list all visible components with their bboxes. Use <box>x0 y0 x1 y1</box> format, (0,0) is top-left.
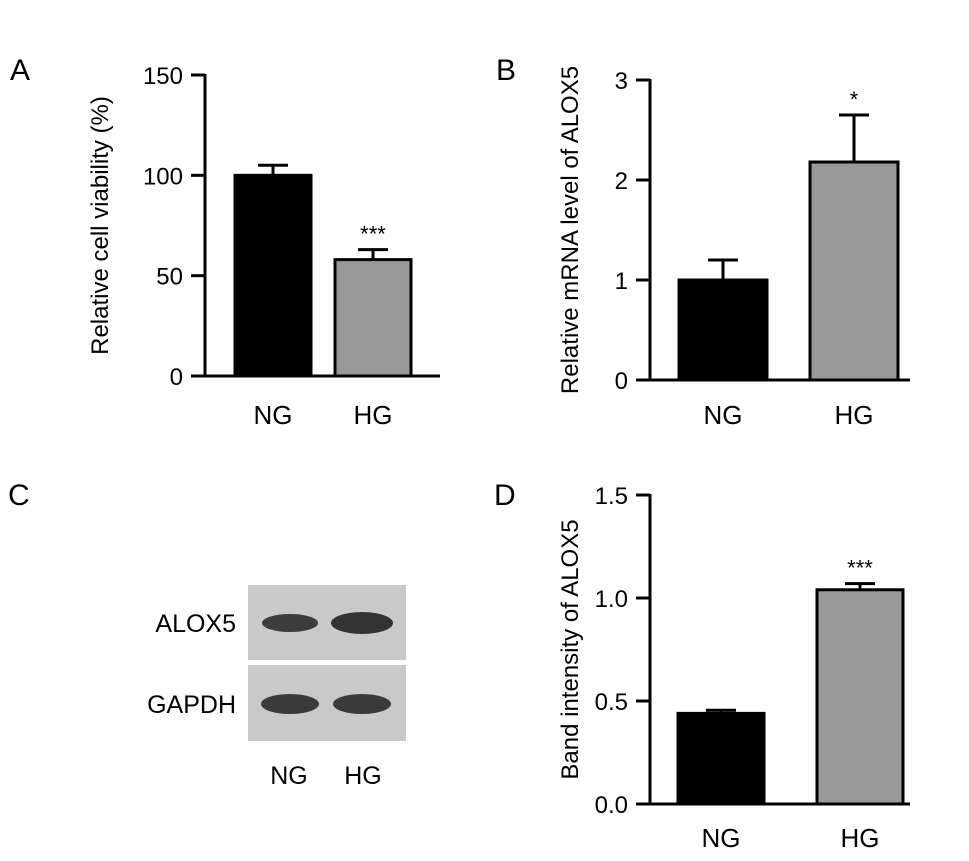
panel-letter-c: C <box>8 479 30 512</box>
y-tick-label: 0 <box>615 368 628 395</box>
category-label-hg: HG <box>841 823 880 853</box>
panel-c-western-blot: C ALOX5 GAPDH NG HG <box>8 479 406 790</box>
y-tick-label: 0.0 <box>595 792 628 819</box>
y-tick-label: 1.0 <box>595 586 628 613</box>
blot-row-label-alox5: ALOX5 <box>155 610 236 638</box>
significance-marker-hg: * <box>850 87 859 112</box>
bar-hg <box>808 160 900 382</box>
bar-hg <box>333 258 413 378</box>
significance-marker-hg: *** <box>847 556 873 581</box>
panel-letter-d: D <box>494 479 516 512</box>
category-label-ng: NG <box>254 400 293 430</box>
category-label-hg: HG <box>835 400 874 430</box>
y-tick-label: 2 <box>615 168 628 195</box>
category-label-hg: HG <box>354 400 393 430</box>
y-tick-label: 1 <box>615 268 628 295</box>
blot-lane-label-ng: NG <box>270 762 308 790</box>
panel-letter-a: A <box>10 54 30 87</box>
blot-lane-label-hg: HG <box>344 762 382 790</box>
y-tick-label: 3 <box>615 68 628 95</box>
panel-letter-b: B <box>496 54 516 87</box>
y-tick-label: 0.5 <box>595 689 628 716</box>
blot-band-gapdh-ng <box>261 694 319 714</box>
y-axis-title: Relative cell viability (%) <box>87 96 114 355</box>
y-axis-title: Band intensity of ALOX5 <box>557 519 584 779</box>
panel-d-bar-chart: D 0.0 0.5 1.0 1.5 Band intensity of ALOX5 NG **… <box>494 479 910 853</box>
category-label-ng: NG <box>702 823 741 853</box>
panel-b-bar-chart: B 0 1 2 3 Relative mRNA level of ALOX5 NG * HG <box>496 54 910 430</box>
bar-ng <box>677 278 769 382</box>
panel-a-bar-chart: A 0 50 100 150 Relative cell viability (%) NG *… <box>10 54 440 430</box>
category-label-ng: NG <box>704 400 743 430</box>
y-tick-label: 1.5 <box>595 483 628 510</box>
blot-band-gapdh-hg <box>333 694 391 714</box>
blot-band-alox5-hg <box>331 612 393 634</box>
y-tick-label: 150 <box>143 63 183 90</box>
bar-ng <box>233 173 313 378</box>
bar-ng <box>676 711 766 806</box>
y-tick-label: 0 <box>170 364 183 391</box>
y-axis-title: Relative mRNA level of ALOX5 <box>557 66 584 394</box>
blot-band-alox5-ng <box>262 614 318 632</box>
blot-row-label-gapdh: GAPDH <box>147 691 236 719</box>
y-tick-label: 100 <box>143 163 183 190</box>
significance-marker-hg: *** <box>360 222 386 247</box>
bar-hg <box>815 588 905 806</box>
y-tick-label: 50 <box>156 264 183 291</box>
